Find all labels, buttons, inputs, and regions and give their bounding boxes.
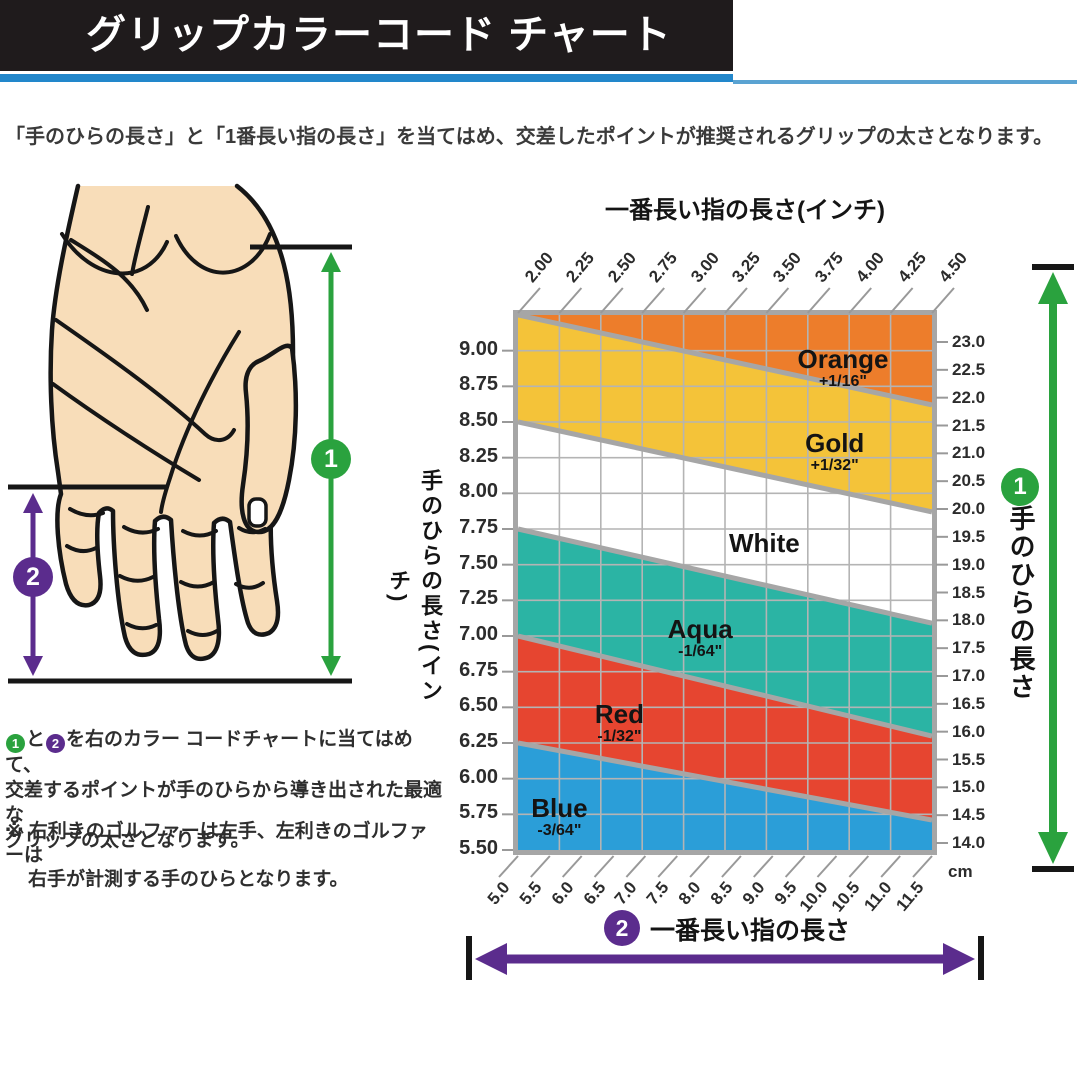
usage-line2: 交差するポイントが手のひらから導き出された最適な [5,780,443,826]
tick-label-right: 14.5 [952,805,986,825]
tick-label-top: 3.25 [728,248,764,287]
tick-label-right: 20.0 [952,499,986,518]
tick-label-top: 2.75 [645,248,682,287]
chart-plot-area [513,310,937,855]
tick-label-top: 4.00 [852,248,889,287]
caution-line1: ※ 右利きのゴルファーは左手、左利きのゴルファーは [5,821,428,866]
tick-label-right: 23.0 [952,332,986,351]
tick-label-left: 8.50 [459,409,498,431]
tick-label-right: 14.0 [952,833,986,852]
usage-between: と [26,729,46,750]
finger-arrow-marker: 2 [604,910,640,946]
tick-label-bottom: 5.0 [483,878,514,909]
usage-line1: を右のカラー コードチャートに当てはめて、 [5,729,413,776]
page-title: グリップカラーコード チャート [86,13,672,57]
tick-connector-bottom [593,855,615,878]
band-separator [518,526,932,626]
palm-arrow-label: 手のひらの長さ [1006,505,1036,701]
tick-label-bottom: 11.5 [892,878,928,915]
tick-label-top: 2.00 [521,248,557,287]
tick-connector-bottom [753,855,774,878]
tick-connector-bottom [689,855,710,878]
band-separator [518,419,932,515]
band-separator [518,740,932,823]
usage-line3: グリップの太さとなります。 [5,830,250,851]
chart-top-axis-title: 一番長い指の長さ(インチ) [605,197,885,224]
tick-label-top: 4.25 [893,248,930,287]
tick-label-top: 2.25 [562,248,599,287]
tick-label-right: 17.0 [952,666,986,685]
tick-label-right: 18.5 [952,582,986,602]
tick-label-top: 3.00 [686,248,723,287]
tick-connector-bottom [880,855,901,878]
caution-line2: 右手が計測する手のひらとなります。 [28,869,349,890]
tick-label-right: 15.5 [952,749,986,769]
tick-label-left: 9.00 [459,337,498,360]
tick-label-top: 4.50 [935,248,971,287]
tick-connector-bottom [498,855,519,878]
palm-creases [51,205,272,637]
tick-connector-bottom [721,855,742,878]
tick-label-left: 8.75 [459,373,498,396]
header-underline-thin [733,80,1077,84]
tick-label-top: 3.50 [769,248,806,287]
tick-connector-bottom [848,855,870,878]
finger-length-arrow-bottom [466,936,984,980]
hand-illustration [8,183,352,684]
header-underline-thick [0,74,733,82]
thumb [239,343,299,535]
usage-marker-2: 2 [46,734,66,753]
tick-connector-bottom [625,855,647,878]
tick-connector-bottom [912,855,933,878]
tick-label-right: 18.0 [952,610,986,630]
tick-label-right: 22.0 [952,387,986,407]
hand-marker-2: 2 [13,557,53,597]
cm-unit-label: cm [948,862,973,881]
tick-label-right: 15.0 [952,777,986,797]
intro-text: 「手のひらの長さ」と「1番長い指の長さ」を当てはめ、交差したポイントが推奨される… [5,126,1054,148]
measurement-lines [8,244,352,684]
tick-label-top: 3.75 [810,248,847,287]
tick-label-right: 21.0 [952,443,986,463]
tick-label-bottom: 6.0 [547,878,578,909]
hand-marker-1: 1 [311,439,351,479]
thumb-nail [247,497,268,528]
hand-outline [48,183,296,662]
tick-label-bottom: 5.5 [515,878,546,909]
tick-label-right: 20.5 [952,471,986,491]
tick-connector-bottom [816,855,838,878]
tick-label-right: 16.0 [952,721,986,741]
tick-label-right: 22.5 [952,359,986,379]
usage-marker-1: 1 [6,734,25,753]
tick-connector-bottom [784,855,806,878]
tick-label-right: 16.5 [952,693,986,713]
tick-label-right: 17.5 [952,638,986,658]
palm-length-arrow-right [1032,264,1074,872]
finger-arrow-label: 一番長い指の長さ [650,917,851,945]
chart-left-axis-title: 手のひらの長さ(インチ) [386,469,443,705]
tick-label-right: 19.5 [952,526,986,546]
tick-connector-bottom [530,855,551,878]
tick-label-top: 2.50 [603,248,640,287]
usage-note: 1 と 2 を右のカラー コードチャートに当てはめて、 交差するポイントが手のひらから… [5,727,445,853]
tick-label-bottom: 11.0 [860,878,896,915]
header-bar [0,0,733,71]
caution-note: ※ 右利きのゴルファーは左手、左利きのゴルファーは 右手が計測する手のひらとなり… [5,820,445,892]
band-separator [518,315,932,408]
palm-arrow-marker: 1 [1001,468,1039,506]
tick-connector-bottom [561,855,583,878]
tick-label-right: 19.0 [952,554,986,574]
tick-label-bottom: 6.5 [579,878,610,909]
tick-label-right: 21.5 [952,415,986,435]
tick-connector-bottom [657,855,678,878]
band-separator [518,633,932,739]
